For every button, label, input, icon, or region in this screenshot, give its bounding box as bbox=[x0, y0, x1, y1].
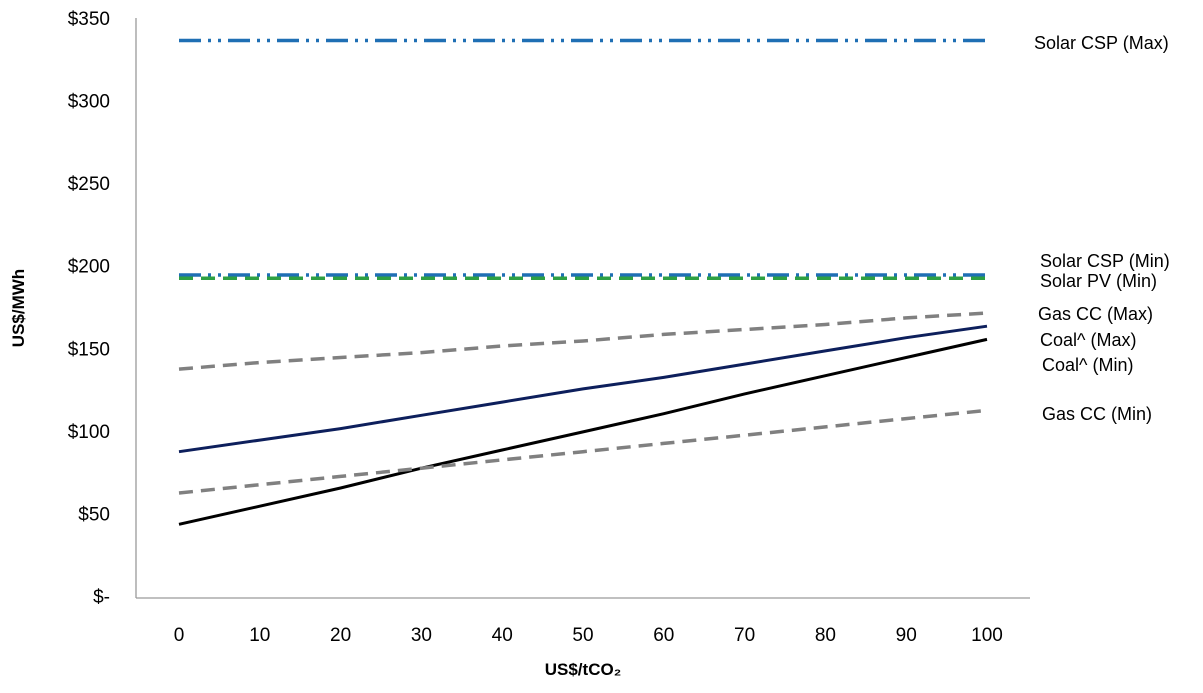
axes bbox=[135, 18, 1030, 599]
series-line bbox=[178, 311, 988, 371]
y-tick-label: $300 bbox=[68, 92, 110, 113]
y-tick-labels: $- $50 $100 $150 $200 $250 $300 $350 bbox=[68, 9, 110, 608]
x-tick-label: 20 bbox=[330, 625, 351, 646]
series-label: Gas CC (Max) bbox=[1038, 304, 1153, 324]
x-tick-label: 50 bbox=[572, 625, 593, 646]
series-label: Solar CSP (Max) bbox=[1034, 33, 1169, 53]
series-label: Solar CSP (Min) bbox=[1040, 251, 1170, 271]
x-tick-labels: 0 10 20 30 40 50 60 70 80 90 100 bbox=[174, 625, 1003, 646]
x-tick-label: 60 bbox=[653, 625, 674, 646]
y-tick-label: $50 bbox=[78, 504, 110, 525]
x-tick-label: 10 bbox=[249, 625, 270, 646]
x-tick-label: 90 bbox=[896, 625, 917, 646]
x-tick-label: 0 bbox=[174, 625, 185, 646]
series-label: Coal^ (Min) bbox=[1042, 355, 1133, 375]
series-line bbox=[178, 337, 988, 526]
y-tick-label: $200 bbox=[68, 257, 110, 278]
x-tick-label: 40 bbox=[492, 625, 513, 646]
x-tick-label: 80 bbox=[815, 625, 836, 646]
y-axis-title: US$/MWh bbox=[9, 269, 28, 347]
series-line bbox=[178, 324, 988, 454]
series-label: Coal^ (Max) bbox=[1040, 330, 1136, 350]
y-tick-label: $250 bbox=[68, 174, 110, 195]
series-label: Solar PV (Min) bbox=[1040, 271, 1157, 291]
x-tick-label: 70 bbox=[734, 625, 755, 646]
series-line bbox=[178, 408, 988, 495]
series-label: Gas CC (Min) bbox=[1042, 404, 1152, 424]
x-tick-label: 30 bbox=[411, 625, 432, 646]
series-labels: Solar CSP (Max) Solar CSP (Min)Solar PV (… bbox=[1034, 33, 1170, 424]
y-tick-label: $350 bbox=[68, 9, 110, 30]
y-tick-label: $150 bbox=[68, 339, 110, 360]
series-lines bbox=[178, 38, 988, 526]
x-axis-title: US$/tCO₂ bbox=[545, 660, 622, 679]
x-tick-label: 100 bbox=[971, 625, 1003, 646]
y-tick-label: $- bbox=[93, 587, 110, 608]
y-tick-label: $100 bbox=[68, 422, 110, 443]
